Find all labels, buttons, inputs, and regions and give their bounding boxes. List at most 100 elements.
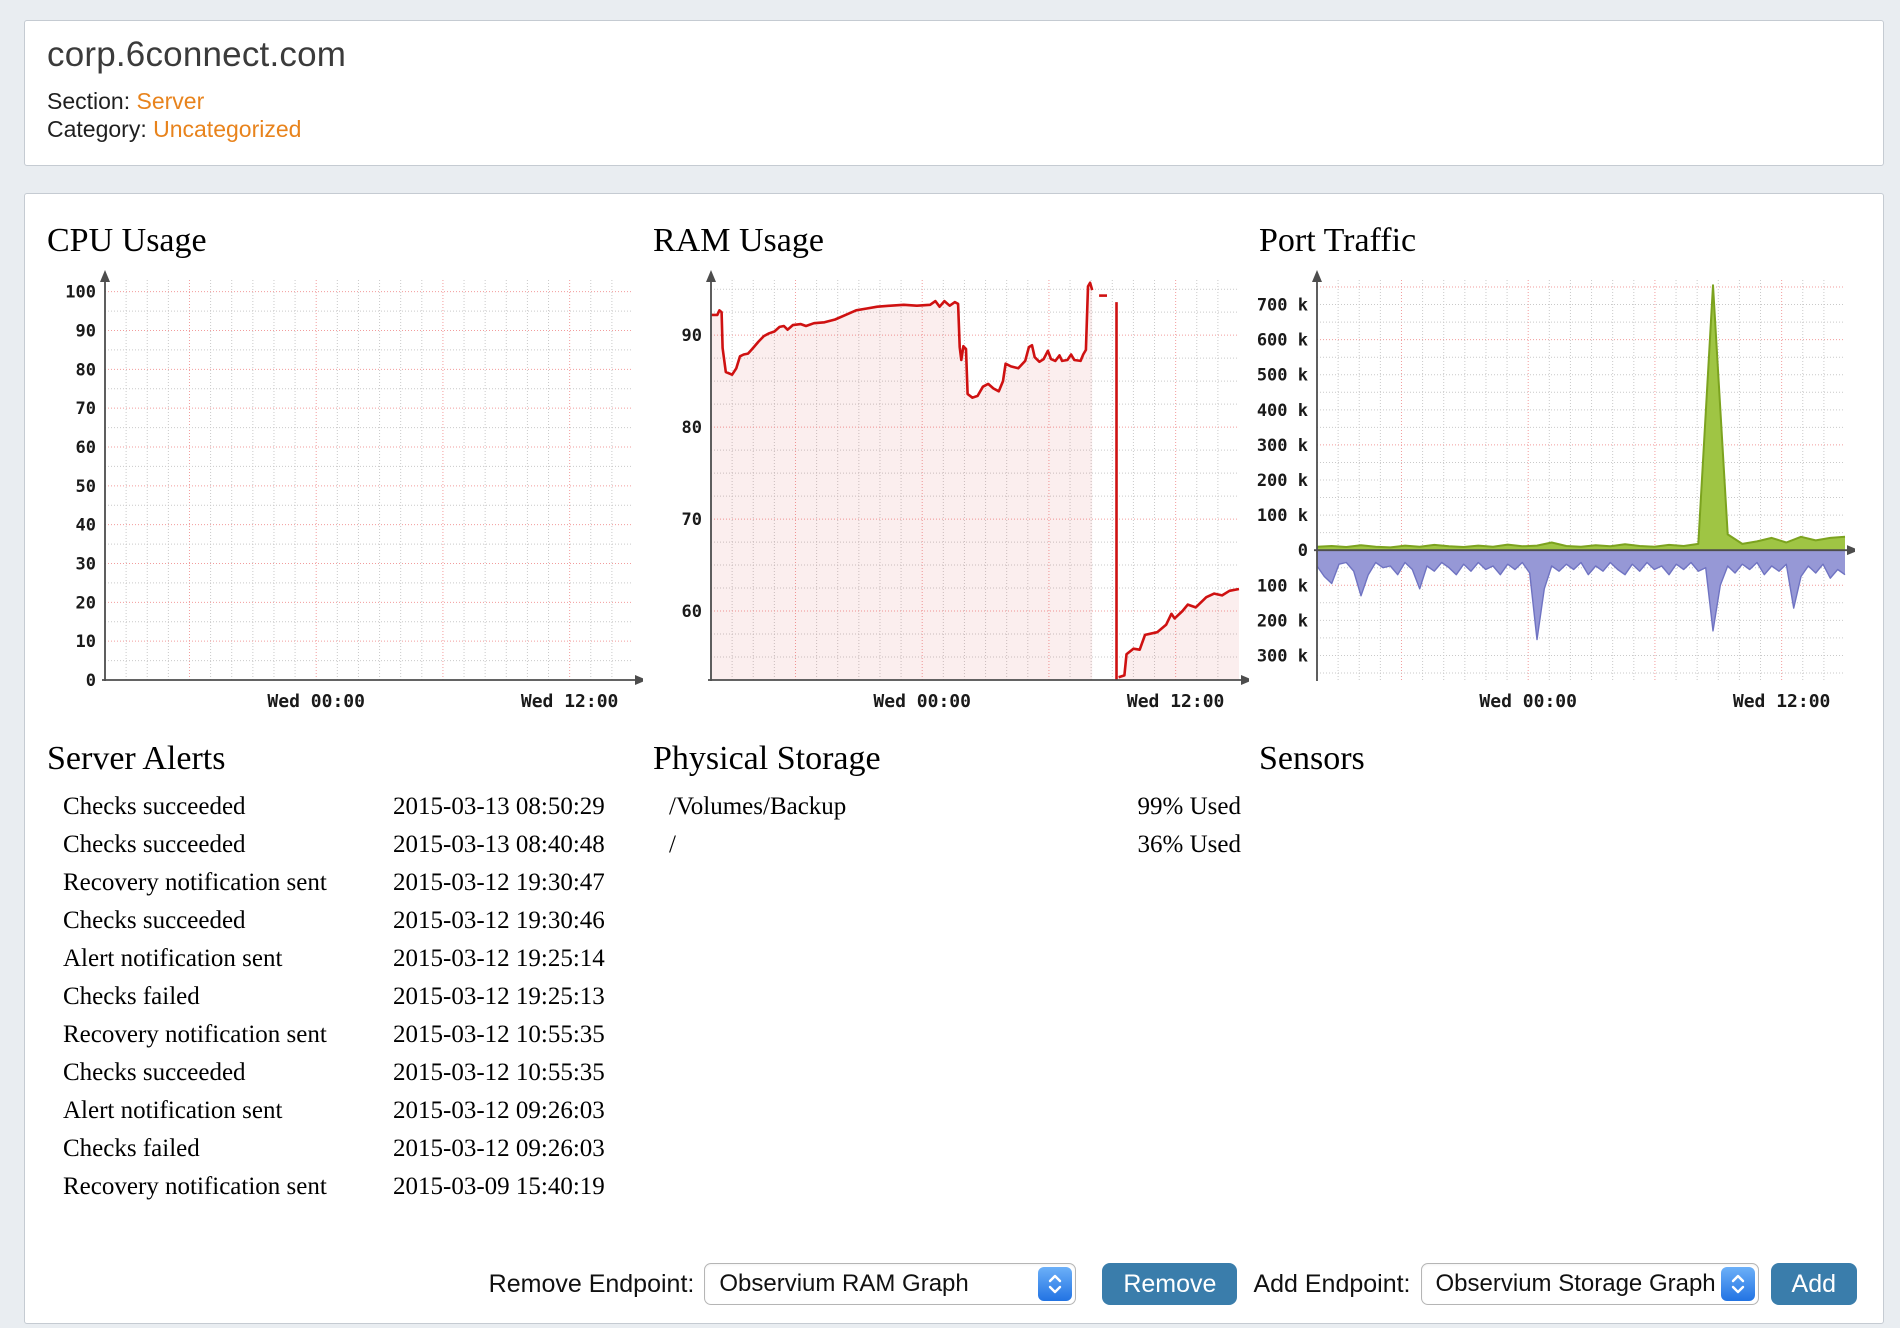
alert-row: Checks succeeded 2015-03-13 08:50:29 [45,788,651,826]
svg-text:Wed 12:00: Wed 12:00 [521,691,619,712]
alert-label: Recovery notification sent [63,1173,327,1200]
svg-text:50: 50 [76,477,96,497]
select-stepper-icon[interactable] [1720,1267,1755,1301]
storage-used-percent: 99% Used [1137,793,1241,820]
server-alerts-title: Server Alerts [47,740,226,777]
remove-button[interactable]: Remove [1102,1263,1238,1305]
alert-timestamp: 2015-03-12 09:26:03 [393,1135,605,1162]
svg-text:80: 80 [682,418,702,438]
remove-endpoint-label: Remove Endpoint: [488,1269,695,1298]
alert-timestamp: 2015-03-12 10:55:35 [393,1059,605,1086]
info-row: Server Alerts Checks succeeded 2015-03-13… [45,738,1863,1206]
svg-text:Wed 00:00: Wed 00:00 [873,691,971,712]
port-chart-title: Port Traffic [1259,222,1417,259]
alert-label: Checks failed [63,1135,200,1162]
physical-storage-title: Physical Storage [653,740,881,777]
storage-used-percent: 36% Used [1137,831,1241,858]
ram-usage-chart: 60 70 80 90 Wed 00:00 Wed 12:00 [682,270,1249,712]
svg-text:0: 0 [86,671,96,691]
svg-text:100 k: 100 k [1257,506,1308,526]
cpu-chart-section: CPU Usage 0 10 20 30 40 50 60 70 80 90 100 Wed 00:0… [45,220,651,712]
alert-label: Checks succeeded [63,1059,246,1086]
svg-text:80: 80 [76,360,96,380]
svg-text:300 k: 300 k [1257,646,1308,666]
alert-timestamp: 2015-03-13 08:40:48 [393,831,605,858]
cpu-usage-chart: 0 10 20 30 40 50 60 70 80 90 100 Wed 00:00 Wed 12:00 [65,270,643,712]
alert-row: Checks succeeded 2015-03-13 08:40:48 [45,826,651,864]
svg-text:40: 40 [76,516,96,536]
alert-timestamp: 2015-03-12 10:55:35 [393,1021,605,1048]
physical-storage-list: /Volumes/Backup 99% Used / 36% Used [651,788,1257,864]
add-button[interactable]: Add [1770,1263,1857,1305]
svg-text:300 k: 300 k [1257,436,1308,456]
svg-text:60: 60 [682,602,702,622]
svg-text:90: 90 [76,321,96,341]
alert-label: Checks succeeded [63,793,246,820]
sensors-title: Sensors [1259,740,1365,777]
svg-text:700 k: 700 k [1257,296,1308,316]
server-alerts-list: Checks succeeded 2015-03-13 08:50:29 Check… [45,788,651,1206]
svg-text:100 k: 100 k [1257,576,1308,596]
svg-text:200 k: 200 k [1257,471,1308,491]
alert-row: Checks succeeded 2015-03-12 10:55:35 [45,1054,651,1092]
alert-row: Alert notification sent 2015-03-12 19:25:… [45,940,651,978]
physical-storage-section: Physical Storage /Volumes/Backup 99% Used… [651,738,1257,1206]
endpoint-controls: Remove Endpoint: Observium RAM Graph Rem… [25,1263,1857,1305]
alert-row: Checks succeeded 2015-03-12 19:30:46 [45,902,651,940]
svg-text:90: 90 [682,326,702,346]
storage-row: /Volumes/Backup 99% Used [651,788,1257,826]
alert-timestamp: 2015-03-12 19:25:13 [393,983,605,1010]
section-link[interactable]: Server [136,88,205,114]
port-traffic-chart: 700 k 600 k 500 k 400 k 300 k 200 k 100 k 0 100 … [1257,270,1855,712]
select-stepper-icon[interactable] [1038,1267,1073,1301]
category-line: Category: Uncategorized [47,115,1883,143]
add-endpoint-selected-value: Observium Storage Graph [1435,1270,1716,1297]
alert-label: Alert notification sent [63,1097,283,1124]
svg-text:Wed 12:00: Wed 12:00 [1127,691,1225,712]
svg-text:0: 0 [1298,541,1308,561]
svg-text:500 k: 500 k [1257,366,1308,386]
category-link[interactable]: Uncategorized [153,116,302,142]
svg-text:100: 100 [65,283,96,303]
alert-timestamp: 2015-03-12 19:30:47 [393,869,605,896]
alert-label: Recovery notification sent [63,869,327,896]
svg-text:60: 60 [76,438,96,458]
svg-text:10: 10 [76,632,96,652]
storage-row: / 36% Used [651,826,1257,864]
mount-point: /Volumes/Backup [669,793,847,820]
section-label: Section: [47,88,131,114]
alert-row: Alert notification sent 2015-03-12 09:26:… [45,1092,651,1130]
svg-text:400 k: 400 k [1257,401,1308,421]
svg-text:20: 20 [76,593,96,613]
ram-chart-section: RAM Usage 60 70 80 90 Wed 00:00 Wed 12:00 [651,220,1257,712]
alert-timestamp: 2015-03-09 15:40:19 [393,1173,605,1200]
svg-text:Wed 00:00: Wed 00:00 [267,691,365,712]
mount-point: / [669,831,676,858]
remove-endpoint-select[interactable]: Observium RAM Graph [704,1263,1077,1305]
cpu-chart-title: CPU Usage [47,222,207,259]
port-chart-section: Port Traffic 700 k 600 k 500 k 400 k 300 k 20… [1257,220,1863,712]
sensors-section: Sensors [1257,738,1863,1206]
add-endpoint-label: Add Endpoint: [1253,1269,1411,1298]
alert-row: Checks failed 2015-03-12 19:25:13 [45,978,651,1016]
alert-timestamp: 2015-03-12 09:26:03 [393,1097,605,1124]
svg-text:70: 70 [76,399,96,419]
host-title: corp.6connect.com [47,35,347,74]
alert-label: Recovery notification sent [63,1021,327,1048]
alert-timestamp: 2015-03-12 19:25:14 [393,945,605,972]
svg-text:70: 70 [682,510,702,530]
alert-timestamp: 2015-03-13 08:50:29 [393,793,605,820]
host-header-panel: corp.6connect.com Section: Server Catego… [24,20,1884,166]
svg-text:600 k: 600 k [1257,331,1308,351]
ram-chart-title: RAM Usage [653,222,824,259]
alert-timestamp: 2015-03-12 19:30:46 [393,907,605,934]
category-label: Category: [47,116,147,142]
svg-text:30: 30 [76,554,96,574]
alert-label: Checks failed [63,983,200,1010]
alert-row: Recovery notification sent 2015-03-12 19:… [45,864,651,902]
alert-row: Checks failed 2015-03-12 09:26:03 [45,1130,651,1168]
alert-row: Recovery notification sent 2015-03-09 15:… [45,1168,651,1206]
add-endpoint-select[interactable]: Observium Storage Graph [1420,1263,1759,1305]
charts-row: CPU Usage 0 10 20 30 40 50 60 70 80 90 100 Wed 00:0… [45,220,1863,712]
svg-text:Wed 12:00: Wed 12:00 [1733,691,1831,712]
